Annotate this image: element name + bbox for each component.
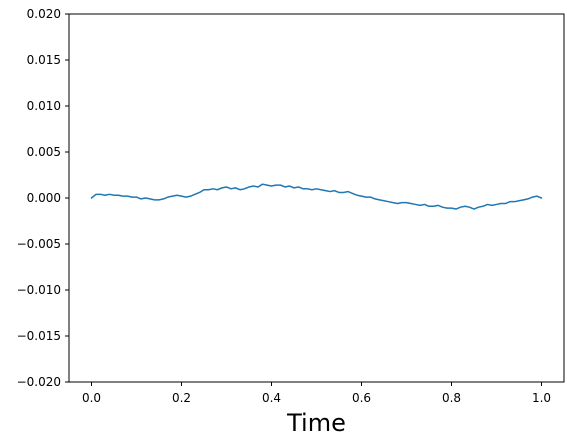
y-tick-label: −0.020 <box>17 375 61 389</box>
y-axis-ticks: −0.020 −0.015 −0.010 −0.005 0.000 0.005 0.010 0… <box>17 7 69 389</box>
x-tick-label: 0.2 <box>172 391 191 405</box>
y-tick-label: 0.005 <box>27 145 61 159</box>
x-axis-ticks: 0.0 0.2 0.4 0.6 0.8 1.0 <box>82 382 551 405</box>
x-tick-label: 1.0 <box>532 391 551 405</box>
y-tick-label: 0.015 <box>27 53 61 67</box>
x-tick-label: 0.6 <box>352 391 371 405</box>
y-tick-label: −0.015 <box>17 329 61 343</box>
x-tick-label: 0.8 <box>442 391 461 405</box>
y-tick-label: 0.010 <box>27 99 61 113</box>
x-tick-label: 0.0 <box>82 391 101 405</box>
x-axis-label: Time <box>286 409 346 437</box>
y-tick-label: 0.020 <box>27 7 61 21</box>
y-tick-label: −0.010 <box>17 283 61 297</box>
series-line <box>90 183 543 210</box>
y-tick-label: −0.005 <box>17 237 61 251</box>
x-tick-label: 0.4 <box>262 391 281 405</box>
y-tick-label: 0.000 <box>27 191 61 205</box>
